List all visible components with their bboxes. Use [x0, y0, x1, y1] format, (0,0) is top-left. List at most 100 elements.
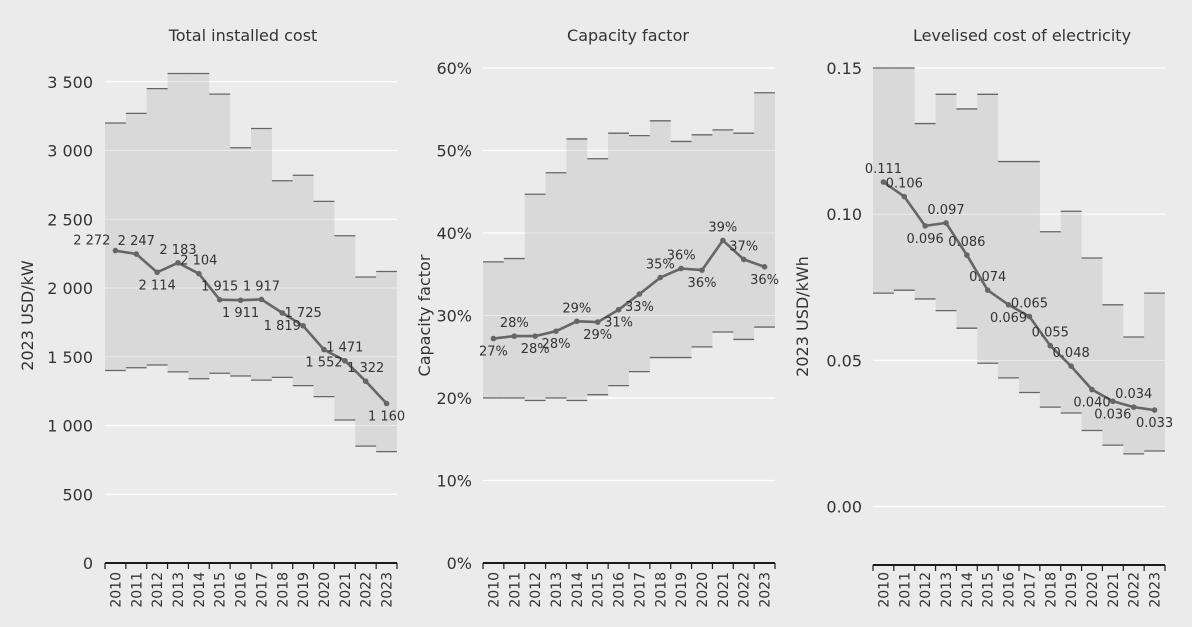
x-tick-label: 2021	[1106, 572, 1122, 608]
y-tick-label: 10%	[436, 472, 472, 491]
x-tick-label: 2022	[737, 572, 753, 608]
data-label: 0.096	[907, 232, 944, 247]
data-point	[112, 247, 119, 254]
data-point	[532, 333, 538, 339]
x-tick-label: 2012	[150, 572, 166, 608]
data-label: 0.040	[1073, 396, 1110, 411]
series-line	[493, 239, 766, 340]
y-tick-label: 1 000	[47, 417, 93, 436]
y-tick-label: 0%	[447, 554, 472, 573]
data-label: 0.036	[1094, 407, 1131, 422]
data-label: 27%	[479, 345, 508, 360]
data-label: 28%	[500, 316, 529, 331]
data-label: 0.034	[1115, 387, 1152, 402]
x-tick-label: 2013	[939, 572, 955, 608]
data-point	[880, 179, 887, 185]
data-point	[1089, 386, 1095, 393]
x-tick-label: 2010	[876, 572, 892, 608]
data-point	[300, 323, 306, 329]
y-axis-label: 2023 USD/kWh	[793, 256, 812, 377]
x-tick-label: 2015	[981, 572, 997, 608]
data-point	[984, 287, 991, 293]
x-tick-label: 2017	[254, 572, 270, 608]
chart-panel-capacity-factor: 27%28%28%28%29%29%31%33%35%36%36%39%37%3…	[415, 26, 779, 608]
data-point	[1026, 313, 1033, 320]
data-label: 1 911	[222, 306, 259, 321]
data-label: 37%	[729, 239, 758, 254]
y-tick-label: 0	[83, 554, 93, 573]
series-line	[882, 180, 1155, 412]
x-tick-label: 2020	[695, 572, 711, 608]
chart-title: Capacity factor	[567, 26, 689, 45]
data-label: 2 104	[180, 254, 217, 269]
data-label: 33%	[625, 300, 654, 315]
x-tick-label: 2011	[129, 572, 145, 608]
data-point	[279, 310, 286, 316]
data-label: 28%	[542, 337, 571, 352]
data-point	[342, 357, 348, 364]
data-label: 0.055	[1032, 326, 1069, 341]
y-tick-label: 0.15	[826, 59, 862, 78]
data-point	[699, 267, 705, 273]
data-point	[175, 260, 181, 266]
data-label: 1 552	[305, 356, 342, 371]
data-point	[1130, 404, 1137, 410]
x-tick-label: 2013	[549, 572, 565, 608]
data-point	[636, 291, 643, 297]
x-tick-label: 2015	[213, 572, 229, 608]
y-tick-label: 0.05	[826, 351, 862, 370]
data-point	[154, 269, 160, 276]
x-tick-label: 2018	[1043, 572, 1059, 608]
x-tick-label: 2011	[897, 572, 913, 608]
x-tick-label: 2019	[674, 572, 690, 608]
y-axis-label: 2023 USD/kW	[18, 260, 37, 371]
data-label: 36%	[667, 248, 696, 263]
y-tick-label: 50%	[436, 142, 472, 161]
data-label: 1 725	[285, 306, 322, 321]
x-tick-label: 2018	[275, 572, 291, 608]
data-label: 1 160	[368, 410, 405, 425]
x-tick-label: 2010	[108, 572, 124, 608]
data-point	[1005, 302, 1012, 308]
data-label: 35%	[646, 258, 675, 273]
x-tick-label: 2013	[171, 572, 187, 608]
y-tick-label: 1 500	[47, 348, 93, 367]
x-tick-label: 2019	[296, 572, 312, 608]
data-label: 0.069	[990, 311, 1027, 326]
data-point	[216, 296, 223, 303]
x-tick-label: 2021	[338, 572, 354, 608]
x-tick-label: 2020	[317, 572, 333, 608]
x-tick-label: 2018	[653, 572, 669, 608]
x-tick-label: 2012	[528, 572, 544, 608]
data-label: 1 322	[347, 361, 384, 376]
data-point	[237, 297, 244, 304]
data-point	[943, 220, 949, 226]
data-point	[1068, 363, 1074, 370]
x-tick-label: 2019	[1064, 572, 1080, 608]
x-tick-label: 2011	[507, 572, 523, 608]
y-tick-label: 60%	[436, 59, 472, 78]
data-point	[964, 252, 970, 258]
x-tick-label: 2014	[570, 572, 586, 608]
data-label: 31%	[604, 316, 633, 331]
x-tick-label: 2016	[612, 572, 628, 608]
data-point	[615, 306, 622, 313]
data-label: 36%	[750, 273, 779, 288]
y-tick-label: 20%	[436, 389, 472, 408]
data-label: 0.048	[1053, 346, 1090, 361]
x-tick-label: 2012	[918, 572, 934, 608]
data-label: 2 114	[139, 278, 176, 293]
y-tick-label: 0.00	[826, 498, 862, 517]
data-point	[1110, 398, 1116, 405]
x-tick-label: 2022	[359, 572, 375, 608]
data-point	[574, 318, 580, 325]
data-label: 1 471	[326, 341, 363, 356]
data-point	[490, 335, 497, 342]
x-tick-label: 2022	[1127, 572, 1143, 608]
data-point	[740, 256, 747, 263]
y-tick-label: 30%	[436, 307, 472, 326]
data-label: 0.065	[1011, 297, 1048, 312]
y-axis-label: Capacity factor	[415, 254, 434, 376]
